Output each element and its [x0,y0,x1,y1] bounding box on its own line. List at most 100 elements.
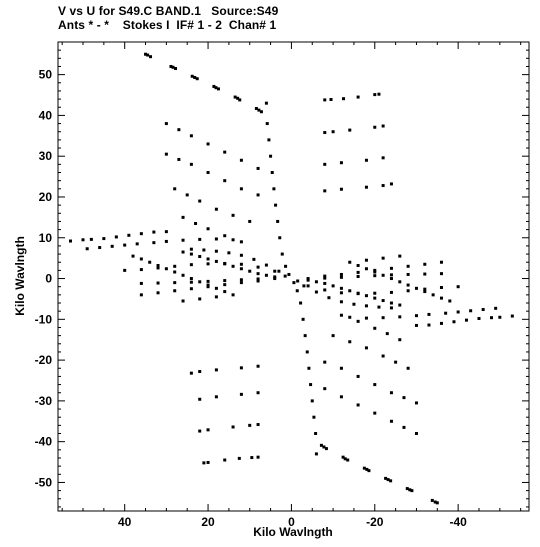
data-point [214,207,218,211]
data-point [331,334,335,338]
data-point [198,297,202,301]
data-point [169,64,173,68]
data-point [231,293,235,297]
data-point [433,500,437,504]
data-point [377,305,381,309]
data-point [356,374,360,378]
data-point [373,270,377,274]
chart-title: V vs U for S49.C BAND.1 Source:S49 [58,4,279,18]
data-point [272,187,276,191]
data-point [348,128,352,132]
data-point [323,162,327,166]
chart-subtitle: Ants * - * Stokes I IF# 1 - 2 Chan# 1 [58,18,277,32]
data-point [296,279,300,283]
data-point [373,411,377,415]
data-point [339,161,343,165]
data-point [277,269,281,273]
data-point [131,254,135,258]
data-point [381,184,385,188]
data-point [223,179,227,183]
data-point [198,280,202,284]
data-point [206,460,210,464]
data-point [364,258,368,262]
data-point [356,275,360,278]
data-points [69,52,514,505]
data-point [305,350,309,354]
data-point [123,268,127,272]
data-point [373,268,377,272]
data-point [323,387,327,391]
data-point [248,423,252,427]
data-point [237,456,241,460]
data-point [314,290,318,294]
data-point [373,274,377,278]
data-point [284,264,288,268]
data-point [299,301,303,305]
data-point [431,293,435,297]
data-point [185,193,189,197]
data-point [214,368,218,372]
data-point [306,278,310,282]
data-point [189,371,193,375]
data-point [364,316,368,320]
data-point [273,275,277,279]
data-point [348,260,352,264]
data-point [464,318,468,322]
data-point [373,125,377,129]
data-point [239,262,243,266]
data-point [448,299,452,303]
data-point [356,319,360,323]
data-point [164,122,168,126]
data-point [398,338,402,342]
data-point [356,291,360,295]
data-point [174,67,178,71]
data-point [398,254,402,258]
data-point [189,280,193,284]
data-point [364,294,368,298]
data-point [239,366,243,370]
y-tick-label: -10 [35,312,53,326]
data-point [348,340,352,344]
data-point [256,265,260,269]
data-point [110,244,114,248]
data-point [231,213,235,217]
data-point [352,302,356,306]
data-point [373,383,377,387]
data-point [381,273,385,277]
data-point [381,299,385,303]
y-axis-label: Kilo Wavlngth [13,236,27,316]
data-point [173,187,177,191]
data-point [239,267,243,271]
data-point [339,313,343,317]
data-point [223,262,227,266]
data-point [339,366,343,370]
data-point [339,300,343,304]
data-point [398,280,402,284]
data-point [254,106,258,110]
data-point [269,154,273,158]
data-point [267,138,271,142]
data-point [177,128,181,132]
y-tick-label: -50 [35,475,53,489]
data-point [309,383,313,387]
data-point [123,243,127,247]
data-point [273,269,277,273]
data-point [206,171,210,174]
data-point [342,97,346,101]
data-point [414,286,418,290]
data-point [414,432,418,436]
data-point [149,55,153,59]
data-point [402,425,406,429]
data-point [189,263,193,267]
data-point [439,260,443,264]
data-point [381,256,385,260]
data-point [494,306,498,310]
data-point [173,281,177,285]
data-point [239,240,243,244]
data-point [152,241,156,245]
data-point [331,284,335,288]
data-point [236,96,240,100]
data-point [198,237,202,241]
data-point [481,308,485,312]
